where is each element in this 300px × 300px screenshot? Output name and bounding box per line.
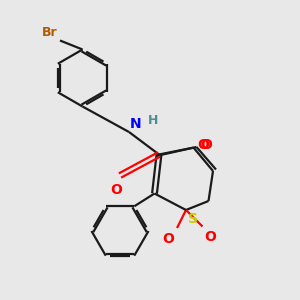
Text: O: O [110, 183, 122, 197]
Text: O: O [200, 138, 212, 152]
Text: Br: Br [42, 26, 58, 39]
Text: O: O [204, 230, 216, 244]
Text: N: N [130, 116, 141, 130]
Text: O: O [163, 232, 175, 246]
Text: H: H [148, 114, 158, 127]
Text: O: O [197, 138, 209, 152]
Text: S: S [188, 212, 198, 226]
